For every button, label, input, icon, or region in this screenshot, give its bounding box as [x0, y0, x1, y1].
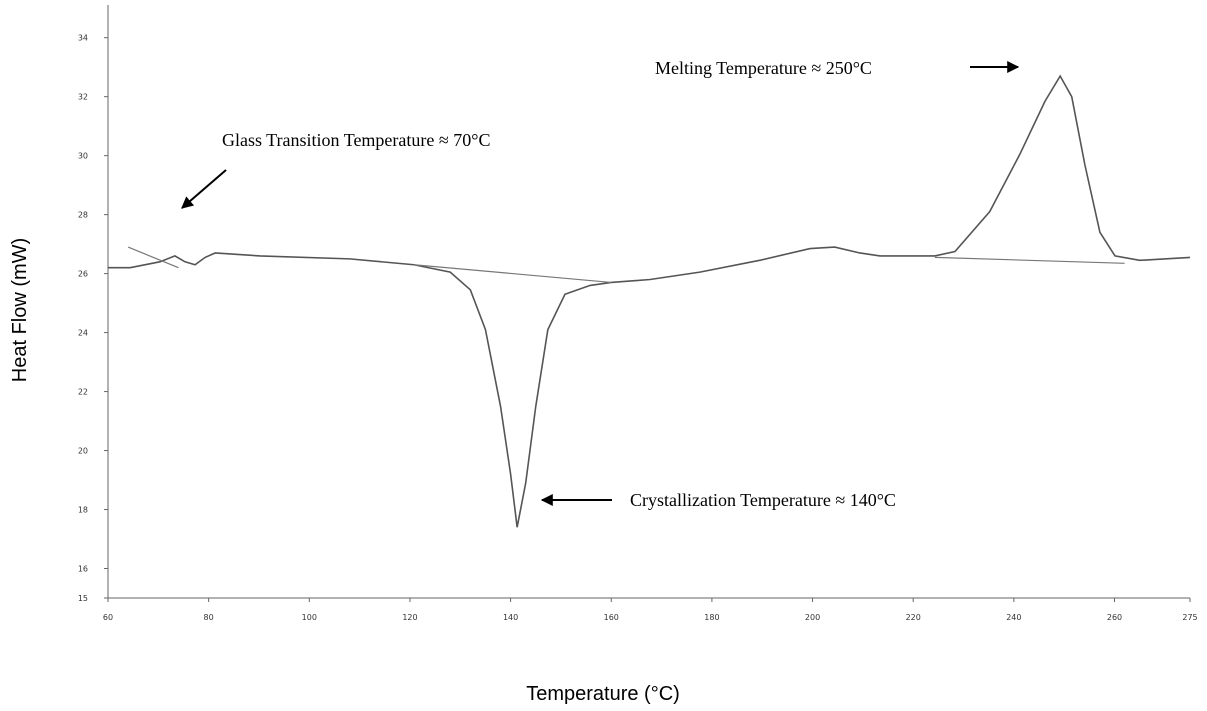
x-tick-label: 80 [204, 613, 214, 622]
annotation-arrow [181, 169, 227, 209]
y-axis-title: Heat Flow (mW) [9, 238, 31, 382]
y-tick-label: 26 [78, 270, 88, 279]
annotation: Glass Transition Temperature ≈ 70°C [222, 130, 490, 150]
annotation: Melting Temperature ≈ 250°C [655, 58, 872, 78]
x-axis-title: Temperature (°C) [526, 683, 680, 705]
x-tick-label: 100 [302, 613, 317, 622]
x-tick-label: 220 [906, 613, 921, 622]
x-tick-label: 160 [604, 613, 619, 622]
data-line [413, 264, 612, 284]
annotation: Crystallization Temperature ≈ 140°C [630, 490, 896, 510]
y-tick-label: 18 [78, 506, 88, 515]
x-tick-label: 240 [1006, 613, 1021, 622]
data-line [108, 74, 1191, 528]
y-tick-label: 32 [78, 93, 88, 102]
y-tick-label: 28 [78, 211, 88, 220]
data-line [127, 246, 179, 269]
y-tick-label: 16 [78, 565, 88, 574]
y-tick-label: 22 [78, 388, 88, 397]
y-tick-label: 24 [78, 329, 88, 338]
x-tick-label: 260 [1107, 613, 1122, 622]
y-tick-label: 20 [78, 447, 88, 456]
y-tick-label: 30 [78, 152, 88, 161]
y-tick-label: 34 [78, 34, 88, 43]
x-tick-label: 200 [805, 613, 820, 622]
y-tick-label: 15 [78, 594, 88, 603]
x-tick-label: 60 [103, 613, 113, 622]
data-line [934, 256, 1125, 264]
x-tick-label: 275 [1182, 613, 1197, 622]
x-tick-label: 180 [704, 613, 719, 622]
x-tick-label: 140 [503, 613, 518, 622]
x-tick-label: 120 [402, 613, 417, 622]
